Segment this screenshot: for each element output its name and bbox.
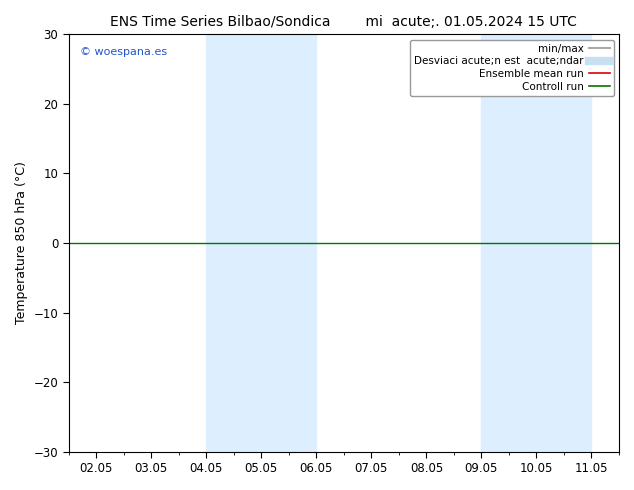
Text: © woespana.es: © woespana.es — [80, 47, 167, 57]
Title: ENS Time Series Bilbao/Sondica        mi  acute;. 01.05.2024 15 UTC: ENS Time Series Bilbao/Sondica mi acute;… — [110, 15, 578, 29]
Legend: min/max, Desviaci acute;n est  acute;ndar, Ensemble mean run, Controll run: min/max, Desviaci acute;n est acute;ndar… — [410, 40, 614, 96]
Bar — [206, 34, 316, 452]
Bar — [481, 34, 592, 452]
Y-axis label: Temperature 850 hPa (°C): Temperature 850 hPa (°C) — [15, 162, 28, 324]
